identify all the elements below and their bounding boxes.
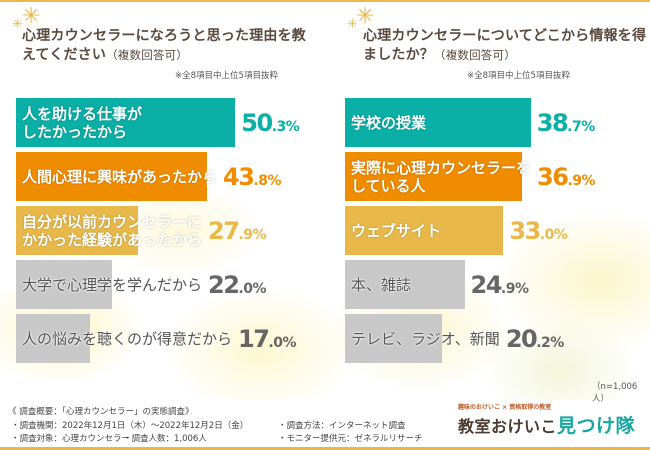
- survey-method: ・調査方法：インターネット調査: [278, 421, 406, 431]
- chart-note: ※全8項目中上位5項目抜粋: [175, 71, 278, 81]
- logo-main: 教室おけいこ見つけ隊: [458, 415, 636, 437]
- survey-target: ・調査対象：心理カウンセラー: [11, 434, 131, 444]
- bar: [345, 314, 442, 363]
- top-border: [0, 0, 650, 2]
- value-label: 27.9%: [208, 216, 267, 245]
- value-label: 20.2%: [505, 324, 564, 353]
- asterisk-icon: ✳: [347, 17, 358, 32]
- bar-label: テレビ、ラジオ、新聞: [345, 330, 500, 348]
- bar: [16, 206, 138, 255]
- bar-label: 実際に心理カウンセラーを している人: [345, 159, 531, 195]
- chart-right: ✳ ✳ 心理カウンセラーについてどこから情報を得ましたか？（複数回答可） ※全8…: [325, 0, 650, 370]
- value-label: 38.7%: [536, 108, 595, 137]
- bar-label-line: 実際に心理カウンセラーを: [351, 158, 532, 177]
- value-label: 50.3%: [241, 108, 300, 137]
- asterisk-icon: ✳: [22, 4, 41, 29]
- bar: [16, 98, 236, 147]
- asterisk-icon: ✳: [356, 4, 375, 29]
- survey-provider: ・モニター提供元：ゼネラルリサーチ: [278, 434, 423, 444]
- chart-left: ✳ ✳ 心理カウンセラーになろうと思った理由を教えてください（複数回答可） ※全…: [0, 0, 325, 370]
- chart-note: ※全8項目中上位5項目抜粋: [467, 71, 570, 81]
- bar-row: ウェブサイト 33.0%: [345, 206, 595, 255]
- bar-label-line: 本、雑誌: [351, 275, 412, 294]
- bar-label-line: 人間心理に興味があったから: [22, 167, 218, 186]
- bar-label-line: 大学で心理学を学んだから: [22, 275, 203, 294]
- sample-size: （n=1,006人）: [592, 382, 638, 404]
- bar-row: 本、雑誌 24.9%: [345, 260, 595, 309]
- value-label: 33.0%: [509, 216, 568, 245]
- bar-label-line: ウェブサイト: [351, 221, 442, 240]
- bar: [16, 152, 207, 201]
- value-label: 17.0%: [238, 324, 297, 353]
- bar: [345, 98, 531, 147]
- bar-row: 人の悩みを聴くのが得意だから 17.0%: [16, 314, 299, 363]
- bar-row: テレビ、ラジオ、新聞 20.2%: [345, 314, 595, 363]
- value-label: 43.8%: [223, 162, 282, 191]
- bar-row: 実際に心理カウンセラーを している人 36.9%: [345, 152, 596, 201]
- bar-row: 学校の授業 38.7%: [345, 98, 595, 147]
- bar-label: 大学で心理学を学んだから: [16, 276, 202, 294]
- chart-title: 心理カウンセラーになろうと思った理由を教えてください（複数回答可）: [22, 28, 306, 63]
- logo-sub: 趣味のおけいこ × 資格取得の教室: [458, 404, 552, 411]
- survey-period: ・調査機関：2022年12月1日（木）～2022年12月2日（金）: [11, 421, 249, 431]
- bar-label-line: かかった経験があったから: [22, 230, 203, 249]
- bar-label: 人の悩みを聴くのが得意だから: [16, 330, 232, 348]
- value-label: 36.9%: [537, 162, 596, 191]
- survey-heading: 《 調査概要：「心理カウンセラー」の実態調査》: [8, 407, 194, 417]
- bottom-border: [0, 447, 650, 450]
- bar-row: 人間心理に興味があったから 43.8%: [16, 152, 299, 201]
- bar: [16, 314, 91, 363]
- bar: [345, 206, 504, 255]
- bar-label-line: 学校の授業: [351, 113, 427, 132]
- bar-label-line: したかったから: [22, 122, 128, 141]
- bar-label: ウェブサイト: [345, 222, 503, 240]
- bar-label-line: テレビ、ラジオ、新聞: [351, 329, 500, 348]
- bar-row: 自分が以前カウンセラーに かかった経験があったから 27.9%: [16, 206, 299, 255]
- survey-count: ・調査人数：1,006人: [123, 434, 207, 444]
- bar-label: 人間心理に興味があったから: [16, 168, 217, 186]
- bar-row: 大学で心理学を学んだから 22.0%: [16, 260, 299, 309]
- asterisk-icon: ✳: [12, 17, 23, 32]
- bar-label: 本、雑誌: [345, 276, 465, 294]
- bar: [16, 260, 112, 309]
- bar: [345, 152, 523, 201]
- chart-title: 心理カウンセラーについてどこから情報を得ましたか？（複数回答可）: [363, 28, 647, 63]
- logo: 趣味のおけいこ × 資格取得の教室 教室おけいこ見つけ隊: [458, 402, 635, 438]
- bar-row: 人を助ける仕事が したかったから 50.3%: [16, 98, 300, 147]
- bar-label: 自分が以前カウンセラーに かかった経験があったから: [16, 213, 202, 249]
- value-label: 24.9%: [470, 270, 529, 299]
- bar-label: 学校の授業: [345, 114, 531, 132]
- bar-label-line: している人: [351, 176, 426, 195]
- bar-label: 人を助ける仕事が したかったから: [16, 105, 235, 141]
- bar-label-line: 自分が以前カウンセラーに: [22, 212, 203, 231]
- bar-label-line: 人の悩みを聴くのが得意だから: [22, 329, 233, 348]
- bar: [345, 260, 465, 309]
- bar-label-line: 人を助ける仕事が: [22, 104, 143, 123]
- value-label: 22.0%: [208, 270, 267, 299]
